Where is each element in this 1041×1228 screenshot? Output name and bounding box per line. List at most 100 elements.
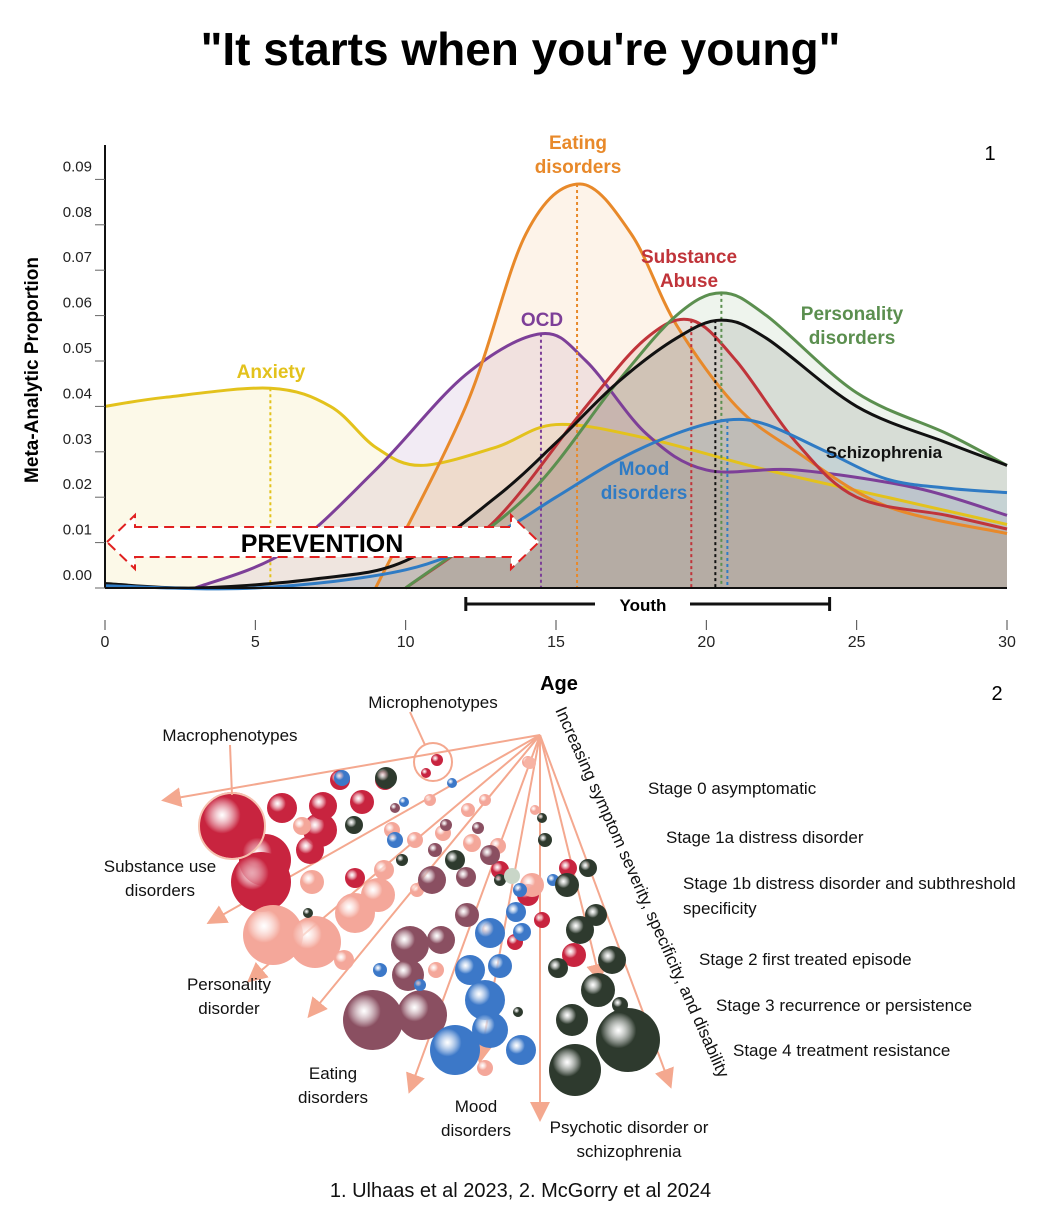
psychotic-bubble [596,1008,660,1072]
youth-label: Youth [620,596,667,615]
psychotic-label: schizophrenia [577,1142,682,1161]
x-tick-label: 30 [998,634,1016,651]
psychotic-bubble [375,767,397,789]
mood-bubble [387,832,403,848]
eating-bubble [343,990,403,1050]
page-title: "It starts when you're young" [200,23,841,75]
substance-bubble [296,836,324,864]
psychotic-bubble [345,816,363,834]
personality-bubble [300,870,324,894]
psychotic-bubble [538,833,552,847]
personality-bubble [463,834,481,852]
personality-bubble [243,905,303,965]
personality-bubble [428,962,444,978]
personality-bubble [293,817,311,835]
series-label: disorders [601,483,688,504]
eating-bubble [428,843,442,857]
mood-bubble [414,979,426,991]
eating-bubble [427,926,455,954]
x-tick-label: 20 [697,634,715,651]
substance-bubble [534,912,550,928]
psychotic-bubble [303,908,313,918]
eating-bubble [456,867,476,887]
psychotic-bubble [537,813,547,823]
neutral-bubble [524,757,536,769]
series-label: disorders [809,328,896,349]
personality-bubble [334,950,354,970]
y-tick-label: 0.00 [63,567,92,584]
eating-bubble [391,926,429,964]
y-axis-label: Meta-Analytic Proportion [22,257,43,483]
mood-bubble [472,1012,508,1048]
series-label: Abuse [660,271,718,292]
y-tick-label: 0.09 [63,158,92,175]
personality-bubble [407,832,423,848]
psychotic-bubble [548,958,568,978]
series-area [105,320,1007,589]
panel-label: 2 [991,683,1002,705]
series-label: Mood [619,459,670,480]
mood-label: Mood [455,1097,498,1116]
pointer [409,711,426,746]
series-label: disorders [535,157,622,178]
psychotic-bubble [579,859,597,877]
series-line [374,182,1008,589]
psychotic-bubble [396,854,408,866]
series-line [104,318,1008,590]
stage-label: Stage 2 first treated episode [699,950,912,969]
stage-label: Stage 4 treatment resistance [733,1041,950,1060]
personality-label: disorder [198,999,260,1018]
stage-label: Stage 0 asymptomatic [648,779,817,798]
psychotic-bubble [549,1044,601,1096]
psychotic-bubble [566,916,594,944]
personality-bubble [477,1060,493,1076]
mood-bubble [506,1035,536,1065]
series-area [375,183,1008,588]
prevention-label: PREVENTION [241,530,404,558]
eating-bubble [418,866,446,894]
macrophenotypes-label: Macrophenotypes [162,726,297,745]
eating-bubble [397,990,447,1040]
psychotic-bubble [555,873,579,897]
eating-bubble [472,822,484,834]
substance-bubble [345,868,365,888]
personality-bubble [530,805,540,815]
series-label: Schizophrenia [826,443,943,462]
psychotic-bubble [513,1007,523,1017]
psychotic-bubble [612,997,628,1013]
microphenotypes-label: Microphenotypes [368,693,497,712]
eating-bubble [440,819,452,831]
mood-bubble [430,1025,480,1075]
neutral-bubble [504,868,520,884]
x-tick-label: 15 [547,634,565,651]
personality-bubble [461,803,475,817]
substance-bubble [231,852,291,912]
y-tick-label: 0.03 [63,431,92,448]
mood-bubble [488,954,512,978]
x-axis-label: Age [540,673,578,695]
substance-label: Substance use [104,857,216,876]
series-line [104,417,1008,591]
y-tick-label: 0.05 [63,340,92,357]
mood-bubble [506,902,526,922]
pointer [229,744,233,796]
substance-bubble [562,943,586,967]
personality-bubble [479,794,491,806]
arrow [161,734,541,808]
substance-bubble [559,859,577,877]
series-area [195,333,1007,588]
psychotic-bubble [445,850,465,870]
mood-bubble [475,918,505,948]
mood-bubble [455,955,485,985]
substance-label: disorders [125,881,195,900]
y-tick-label: 0.07 [63,249,92,266]
microphenotype-ring [413,742,453,782]
series-area [105,419,1007,589]
mood-bubble [447,778,457,788]
eating-label: Eating [309,1064,357,1083]
y-tick-label: 0.06 [63,295,92,312]
mood-bubble [513,883,527,897]
line-chart: 0.00 0.01 0.02 0.03 0.04 0.05 0.06 0.07 0.08 0.09… [22,133,1016,695]
stage-label: Stage 1b distress disorder and subthresh… [683,874,1016,893]
series-line [194,332,1008,590]
